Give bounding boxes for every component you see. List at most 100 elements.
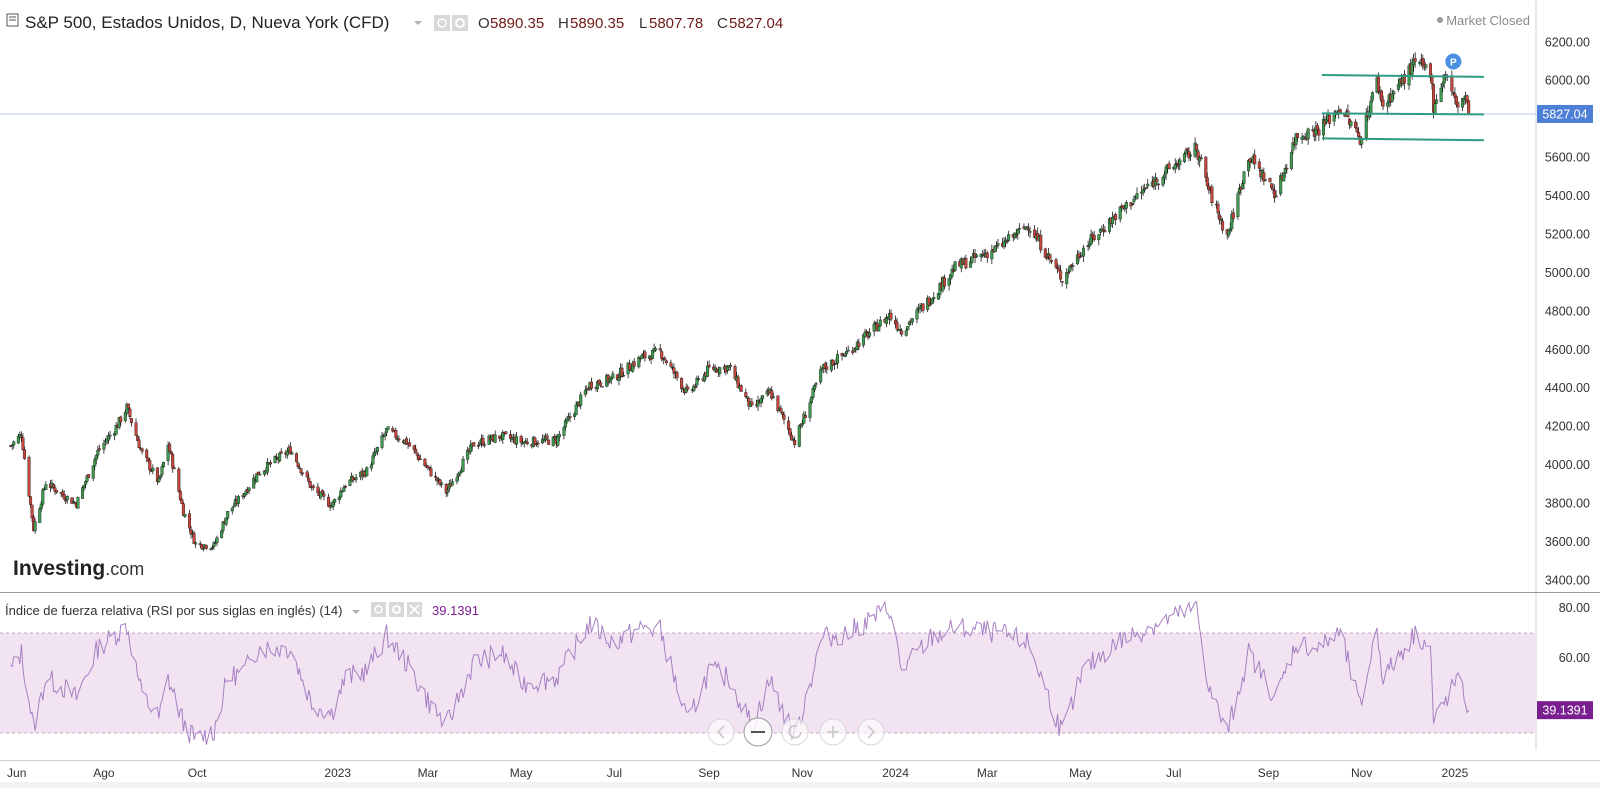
collapse-square-icon[interactable] bbox=[6, 13, 19, 27]
candle-body bbox=[155, 467, 159, 482]
eye-icon[interactable] bbox=[371, 602, 386, 617]
gear-icon[interactable] bbox=[389, 602, 404, 617]
candle-body bbox=[301, 472, 305, 475]
candle-body bbox=[797, 425, 801, 447]
candle bbox=[114, 421, 118, 436]
gear-icon[interactable] bbox=[452, 15, 468, 31]
candle-body bbox=[200, 544, 204, 549]
candle-body bbox=[1386, 102, 1390, 107]
candle bbox=[85, 474, 89, 483]
candle-body bbox=[265, 461, 269, 473]
chevron-left-icon[interactable] bbox=[707, 718, 735, 746]
candle bbox=[985, 251, 989, 263]
candle-body bbox=[1317, 129, 1321, 136]
candle bbox=[327, 493, 331, 507]
candle bbox=[776, 395, 780, 414]
candle-body bbox=[565, 419, 569, 423]
support-level-line[interactable] bbox=[1321, 112, 1484, 116]
candle bbox=[278, 451, 282, 463]
candle bbox=[545, 433, 549, 442]
candle-body bbox=[1231, 212, 1235, 219]
candle-body bbox=[664, 360, 668, 364]
eye-icon[interactable] bbox=[434, 15, 450, 31]
chevron-right-icon[interactable] bbox=[857, 718, 885, 746]
time-tick-label: Sep bbox=[1258, 766, 1280, 780]
candle-body bbox=[204, 545, 208, 549]
ohlc-high-label: H bbox=[558, 15, 569, 32]
candle bbox=[1349, 119, 1353, 128]
candle-body bbox=[1338, 109, 1342, 113]
candle bbox=[81, 485, 85, 499]
candle bbox=[522, 441, 526, 448]
candle bbox=[1370, 91, 1374, 103]
candle-body bbox=[1144, 187, 1148, 189]
last-price-badge bbox=[1537, 104, 1593, 123]
candle-body bbox=[51, 484, 55, 488]
close-icon[interactable] bbox=[407, 602, 422, 617]
time-tick-label: 2025 bbox=[1442, 766, 1469, 780]
footer-strip bbox=[0, 782, 1600, 788]
candle-body bbox=[278, 453, 282, 462]
candle bbox=[524, 438, 528, 443]
lower-support-level-line[interactable] bbox=[1321, 137, 1484, 142]
chevron-down-icon[interactable] bbox=[414, 21, 422, 25]
plus-icon[interactable] bbox=[819, 718, 847, 746]
candle bbox=[481, 434, 485, 447]
candle bbox=[643, 349, 647, 362]
event-marker[interactable]: P bbox=[1445, 53, 1462, 70]
candle bbox=[536, 440, 540, 448]
candle bbox=[695, 375, 699, 389]
candle-body bbox=[481, 437, 485, 446]
candle-body bbox=[1402, 74, 1406, 84]
candle-body bbox=[930, 298, 934, 304]
candle bbox=[16, 433, 20, 445]
candle bbox=[1057, 264, 1061, 272]
candle bbox=[383, 431, 387, 441]
candle-body bbox=[686, 386, 690, 390]
candle bbox=[1467, 99, 1471, 115]
candle-body bbox=[1435, 99, 1439, 104]
candle-body bbox=[932, 297, 936, 300]
candle-body bbox=[1315, 125, 1319, 131]
candle-body bbox=[942, 277, 946, 287]
candle-body bbox=[1027, 228, 1031, 231]
chevron-down-icon[interactable] bbox=[352, 610, 360, 614]
candle bbox=[1253, 149, 1257, 170]
candle-body bbox=[461, 458, 465, 472]
candle bbox=[1103, 226, 1107, 233]
minus-icon[interactable] bbox=[743, 717, 773, 747]
candle bbox=[819, 365, 823, 385]
resistance-level-line[interactable] bbox=[1321, 73, 1484, 78]
event-marker-circle[interactable] bbox=[1445, 53, 1462, 70]
candle bbox=[322, 490, 326, 501]
candle bbox=[1435, 94, 1439, 104]
time-tick-label: 2024 bbox=[882, 766, 909, 780]
ohlc-open-value: 5890.35 bbox=[490, 15, 544, 32]
candle-body bbox=[1376, 75, 1380, 92]
candle bbox=[162, 461, 166, 468]
candle bbox=[27, 455, 31, 498]
candle bbox=[1204, 156, 1208, 182]
rsi-title[interactable]: Índice de fuerza relativa (RSI por sus s… bbox=[5, 603, 342, 618]
candle-body bbox=[994, 245, 998, 248]
candle bbox=[212, 541, 216, 550]
candle-body bbox=[1424, 64, 1428, 68]
candle bbox=[718, 366, 722, 377]
candle-body bbox=[819, 369, 823, 383]
candle bbox=[863, 328, 867, 338]
candle bbox=[192, 530, 196, 545]
candle-body bbox=[343, 486, 347, 488]
refresh-icon[interactable] bbox=[781, 718, 809, 746]
candle-body bbox=[551, 436, 555, 446]
candle-body bbox=[654, 348, 658, 351]
symbol-title[interactable]: S&P 500, Estados Unidos, D, Nueva York (… bbox=[25, 13, 389, 32]
candle bbox=[904, 327, 908, 337]
price-tick-label: 3400.00 bbox=[1545, 573, 1590, 587]
candle bbox=[857, 338, 861, 351]
candle-body bbox=[825, 366, 829, 370]
candle bbox=[461, 455, 465, 473]
candle-body bbox=[990, 250, 994, 260]
candle bbox=[611, 370, 615, 379]
candle bbox=[1273, 184, 1277, 203]
candle-body bbox=[151, 467, 155, 472]
